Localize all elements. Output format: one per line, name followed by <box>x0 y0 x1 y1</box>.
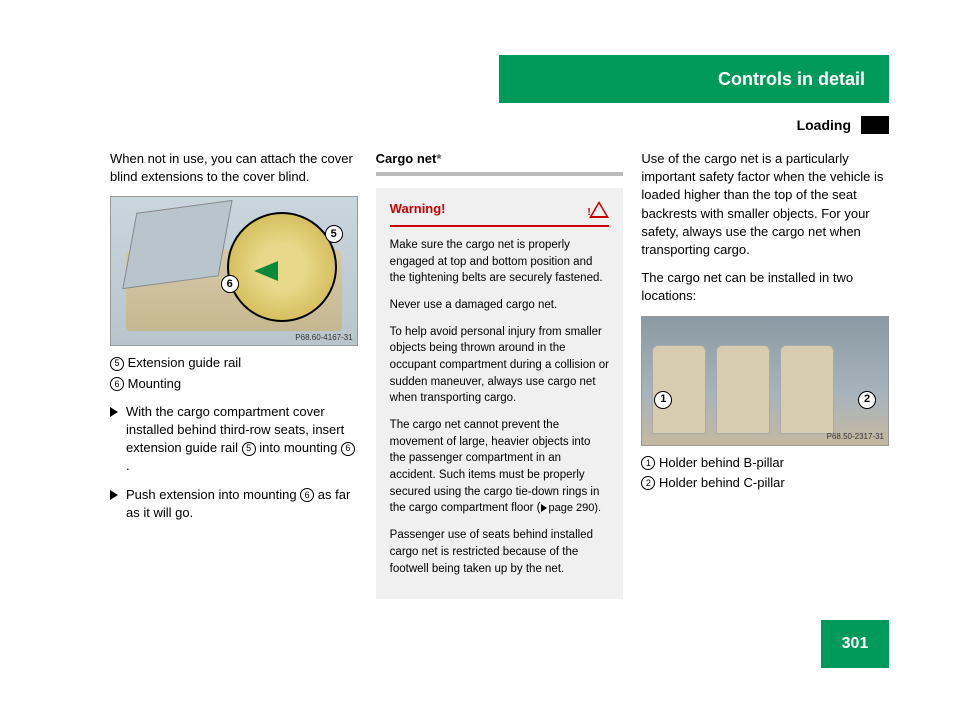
legend-2: 2 Holder behind C-pillar <box>641 474 889 492</box>
legend-num-1: 1 <box>641 456 655 470</box>
step-2-text: Push extension into mounting 6 as far as… <box>126 486 358 522</box>
callout-5: 5 <box>325 225 343 243</box>
section-tab <box>861 116 889 134</box>
figure-id: P68.60-4167-31 <box>295 332 352 343</box>
legend-1: 1 Holder behind B-pillar <box>641 454 889 472</box>
legend-6: 6 Mounting <box>110 375 358 393</box>
legend-num-5: 5 <box>110 357 124 371</box>
page-ref-icon <box>541 504 547 512</box>
callout-2: 2 <box>858 391 876 409</box>
cargo-net-heading: Cargo net* <box>376 150 624 168</box>
callout-1: 1 <box>654 391 672 409</box>
callout-6: 6 <box>221 275 239 293</box>
column-1: When not in use, you can attach the cove… <box>110 150 358 599</box>
legend-num-2: 2 <box>641 476 655 490</box>
heading-rule <box>376 172 624 176</box>
warning-title: Warning! <box>390 200 446 219</box>
subheader: Loading <box>797 116 889 134</box>
arrow-icon <box>254 261 278 281</box>
figure-cover-blind: 5 6 P68.60-4167-31 <box>110 196 358 346</box>
intro-text: When not in use, you can attach the cove… <box>110 150 358 186</box>
tailgate-illustration <box>122 200 233 289</box>
page-number: 301 <box>821 620 889 668</box>
step-1-text: With the cargo compartment cover install… <box>126 403 358 476</box>
warn-p3: To help avoid personal injury from small… <box>390 324 610 407</box>
subheader-text: Loading <box>797 117 851 133</box>
legend-5: 5 Extension guide rail <box>110 354 358 372</box>
figure-net-locations: 1 2 P68.50-2317-31 <box>641 316 889 446</box>
warning-icon: ! <box>589 201 609 218</box>
step-1: With the cargo compartment cover install… <box>110 403 358 476</box>
warn-p5: Passenger use of seats behind installed … <box>390 527 610 577</box>
warn-p4: The cargo net cannot prevent the movemen… <box>390 417 610 517</box>
warning-box: Warning! ! Make sure the cargo net is pr… <box>376 188 624 599</box>
warn-p1: Make sure the cargo net is properly enga… <box>390 237 610 287</box>
step-2: Push extension into mounting 6 as far as… <box>110 486 358 522</box>
section-header: Controls in detail <box>499 55 889 103</box>
warn-p2: Never use a damaged cargo net. <box>390 297 610 314</box>
legend-text-1: Holder behind B-pillar <box>659 455 784 470</box>
warning-header: Warning! ! <box>390 200 610 227</box>
legend-text-6: Mounting <box>128 376 181 391</box>
column-3: Use of the cargo net is a particularly i… <box>641 150 889 599</box>
figure-id: P68.50-2317-31 <box>827 431 884 442</box>
zoom-detail <box>227 212 337 322</box>
legend-text-2: Holder behind C-pillar <box>659 475 785 490</box>
column-2: Cargo net* Warning! ! Make sure the carg… <box>376 150 624 599</box>
seat-illustration <box>652 345 706 435</box>
content-area: When not in use, you can attach the cove… <box>110 150 889 599</box>
col3-p1: Use of the cargo net is a particularly i… <box>641 150 889 259</box>
section-title: Controls in detail <box>718 69 865 90</box>
legend-num-6: 6 <box>110 377 124 391</box>
col3-p2: The cargo net can be installed in two lo… <box>641 269 889 305</box>
bullet-icon <box>110 407 118 417</box>
seat-illustration <box>780 345 834 435</box>
legend-text-5: Extension guide rail <box>128 355 241 370</box>
seat-illustration <box>716 345 770 435</box>
bullet-icon <box>110 490 118 500</box>
